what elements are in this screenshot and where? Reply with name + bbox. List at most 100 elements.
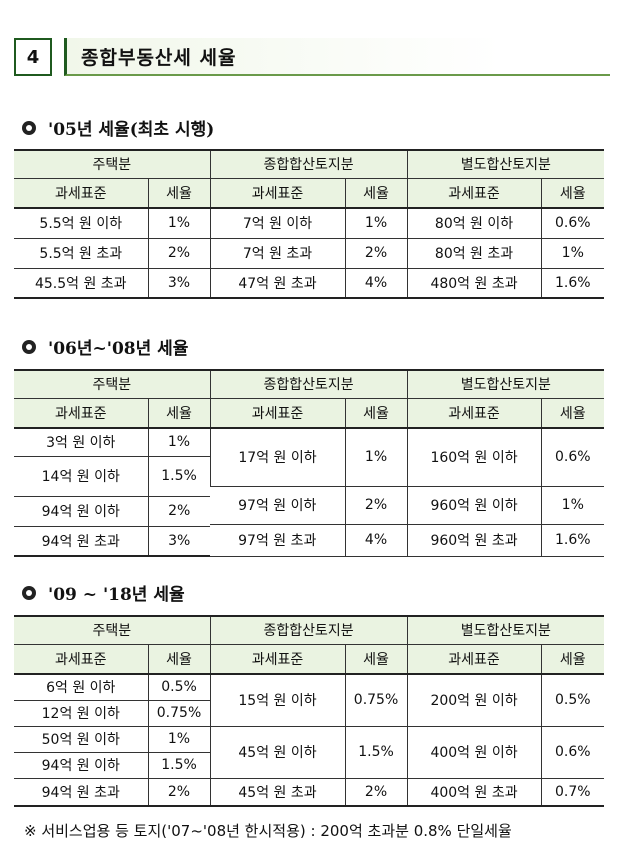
housing-rate: 2% [147,237,211,269]
section-title: '09 ~ '18년 세율 [48,585,185,605]
separate-rate: 1.6% [540,523,605,557]
combined-rate: 4% [344,267,408,299]
separate-rate: 0.6% [540,725,605,779]
separate-base: 200억 원 이하 [406,673,542,727]
section-heading-2005: '05년 세율(최초 시행) [22,115,214,140]
housing-rate: 2% [147,495,211,527]
table-row: 94억 원 이하 1.5% [14,751,604,779]
separate-rate: 1% [540,237,605,269]
housing-rate: 1% [147,725,211,753]
housing-base: 3억 원 이하 [14,427,149,457]
housing-rate: 1.5% [147,455,211,497]
header-rate: 세율 [344,177,408,209]
separate-rate: 1% [540,485,605,525]
housing-base: 45.5억 원 초과 [14,267,149,299]
header-rate: 세율 [344,397,408,429]
combined-base: 17억 원 이하 [209,427,346,487]
header-housing: 주택분 [14,369,211,399]
housing-base: 6억 원 이하 [14,673,149,701]
header-rate: 세율 [147,643,211,675]
combined-base: 7억 원 이하 [209,207,346,239]
table-row: 97억 원 초과 4% 960억 원 초과 1.6% [14,523,605,557]
table-row: 5.5억 원 초과 2% 7억 원 초과 2% 80억 원 초과 1% [14,237,605,269]
separate-rate: 0.5% [540,673,605,727]
combined-rate: 2% [344,237,408,269]
section-title: '06년~'08년 세율 [48,339,189,359]
combined-base: 7억 원 초과 [209,237,346,269]
rate-table-2009-2018: 주택분 종합합산토지분 별도합산토지분 과세표준 세율 과세표준 세율 과세표준… [14,615,605,807]
housing-rate: 1.5% [147,751,211,779]
header-combined-land: 종합합산토지분 [209,615,408,645]
combined-rate: 1.5% [344,725,408,779]
combined-base: 97억 원 이하 [210,485,346,525]
combined-base: 15억 원 이하 [209,673,346,727]
housing-rate: 0.5% [147,673,211,701]
table-row: 94억 원 초과 2% 45억 원 초과 2% 400억 원 초과 0.7% [14,777,605,807]
separate-rate: 0.6% [540,427,605,487]
separate-base: 80억 원 이하 [406,207,542,239]
housing-base: 94억 원 초과 [14,525,149,557]
header-housing: 주택분 [14,615,211,645]
header-rate: 세율 [540,177,605,209]
header-separate-land: 별도합산토지분 [406,615,605,645]
table-row: 45.5억 원 초과 3% 47억 원 초과 4% 480억 원 초과 1.6% [14,267,605,299]
header-combined-land: 종합합산토지분 [209,369,408,399]
footnote: ※ 서비스업용 등 토지('07~'08년 한시적용) : 200억 초과분 0… [24,822,512,840]
combined-base: 97억 원 초과 [210,523,346,557]
bullet-icon [22,339,36,354]
bullet-icon [22,585,36,600]
housing-base: 94억 원 이하 [14,751,149,779]
table-row: 50억 원 이하 1% 45억 원 이하 1.5% 400억 원 이하 0.6% [14,725,605,779]
separate-base: 400억 원 초과 [406,777,542,807]
header-rate: 세율 [540,643,605,675]
housing-rate: 1% [147,207,211,239]
header-band: 종합부동산세 세율 [64,38,610,76]
separate-base: 960억 원 초과 [406,523,542,557]
rate-table-2006-2008: 주택분 종합합산토지분 별도합산토지분 과세표준 세율 과세표준 세율 과세표준… [14,369,605,557]
section-number: 4 [14,38,52,76]
header-base: 과세표준 [14,177,149,209]
header-separate-land: 별도합산토지분 [406,149,605,179]
separate-base: 480억 원 초과 [406,267,542,299]
header-base: 과세표준 [209,177,346,209]
housing-rate: 3% [147,525,211,557]
table-row: 97억 원 이하 2% 960억 원 이하 1% [14,485,605,525]
housing-base: 5.5억 원 초과 [14,237,149,269]
housing-rate: 3% [147,267,211,299]
table-row: 5.5억 원 이하 1% 7억 원 이하 1% 80억 원 이하 0.6% [14,207,605,239]
bullet-icon [22,120,36,135]
separate-rate: 1.6% [540,267,605,299]
combined-rate: 1% [344,207,408,239]
header-base: 과세표준 [406,397,542,429]
header-housing: 주택분 [14,149,211,179]
header-rate: 세율 [147,397,211,429]
combined-base: 45억 원 이하 [209,725,346,779]
header-rate: 세율 [344,643,408,675]
combined-rate: 1% [344,427,408,487]
header-base: 과세표준 [406,177,542,209]
separate-rate: 0.7% [540,777,605,807]
housing-base: 50억 원 이하 [14,725,149,753]
header-base: 과세표준 [209,643,346,675]
header-rate: 세율 [540,397,605,429]
header-base: 과세표준 [14,643,149,675]
table-row: 94억 원 초과 3% [14,525,604,557]
combined-rate: 4% [344,523,408,557]
header-base: 과세표준 [209,397,346,429]
separate-rate: 0.6% [540,207,605,239]
combined-rate: 2% [344,485,408,525]
header-base: 과세표준 [14,397,149,429]
section-header: 4 종합부동산세 세율 [14,38,610,78]
header-rate: 세율 [147,177,211,209]
housing-base: 94억 원 초과 [14,777,149,807]
combined-base: 47억 원 초과 [209,267,346,299]
housing-rate: 2% [147,777,211,807]
rate-table-2005: 주택분 종합합산토지분 별도합산토지분 과세표준 세율 과세표준 세율 과세표준… [14,149,605,299]
table-row: 6억 원 이하 0.5% 15억 원 이하 0.75% 200억 원 이하 0.… [14,673,605,727]
header-base: 과세표준 [406,643,542,675]
table-row: 14억 원 이하 1.5% [14,455,604,497]
combined-rate: 2% [344,777,408,807]
page-title: 종합부동산세 세율 [81,46,237,69]
separate-base: 400억 원 이하 [406,725,542,779]
separate-base: 80억 원 초과 [406,237,542,269]
